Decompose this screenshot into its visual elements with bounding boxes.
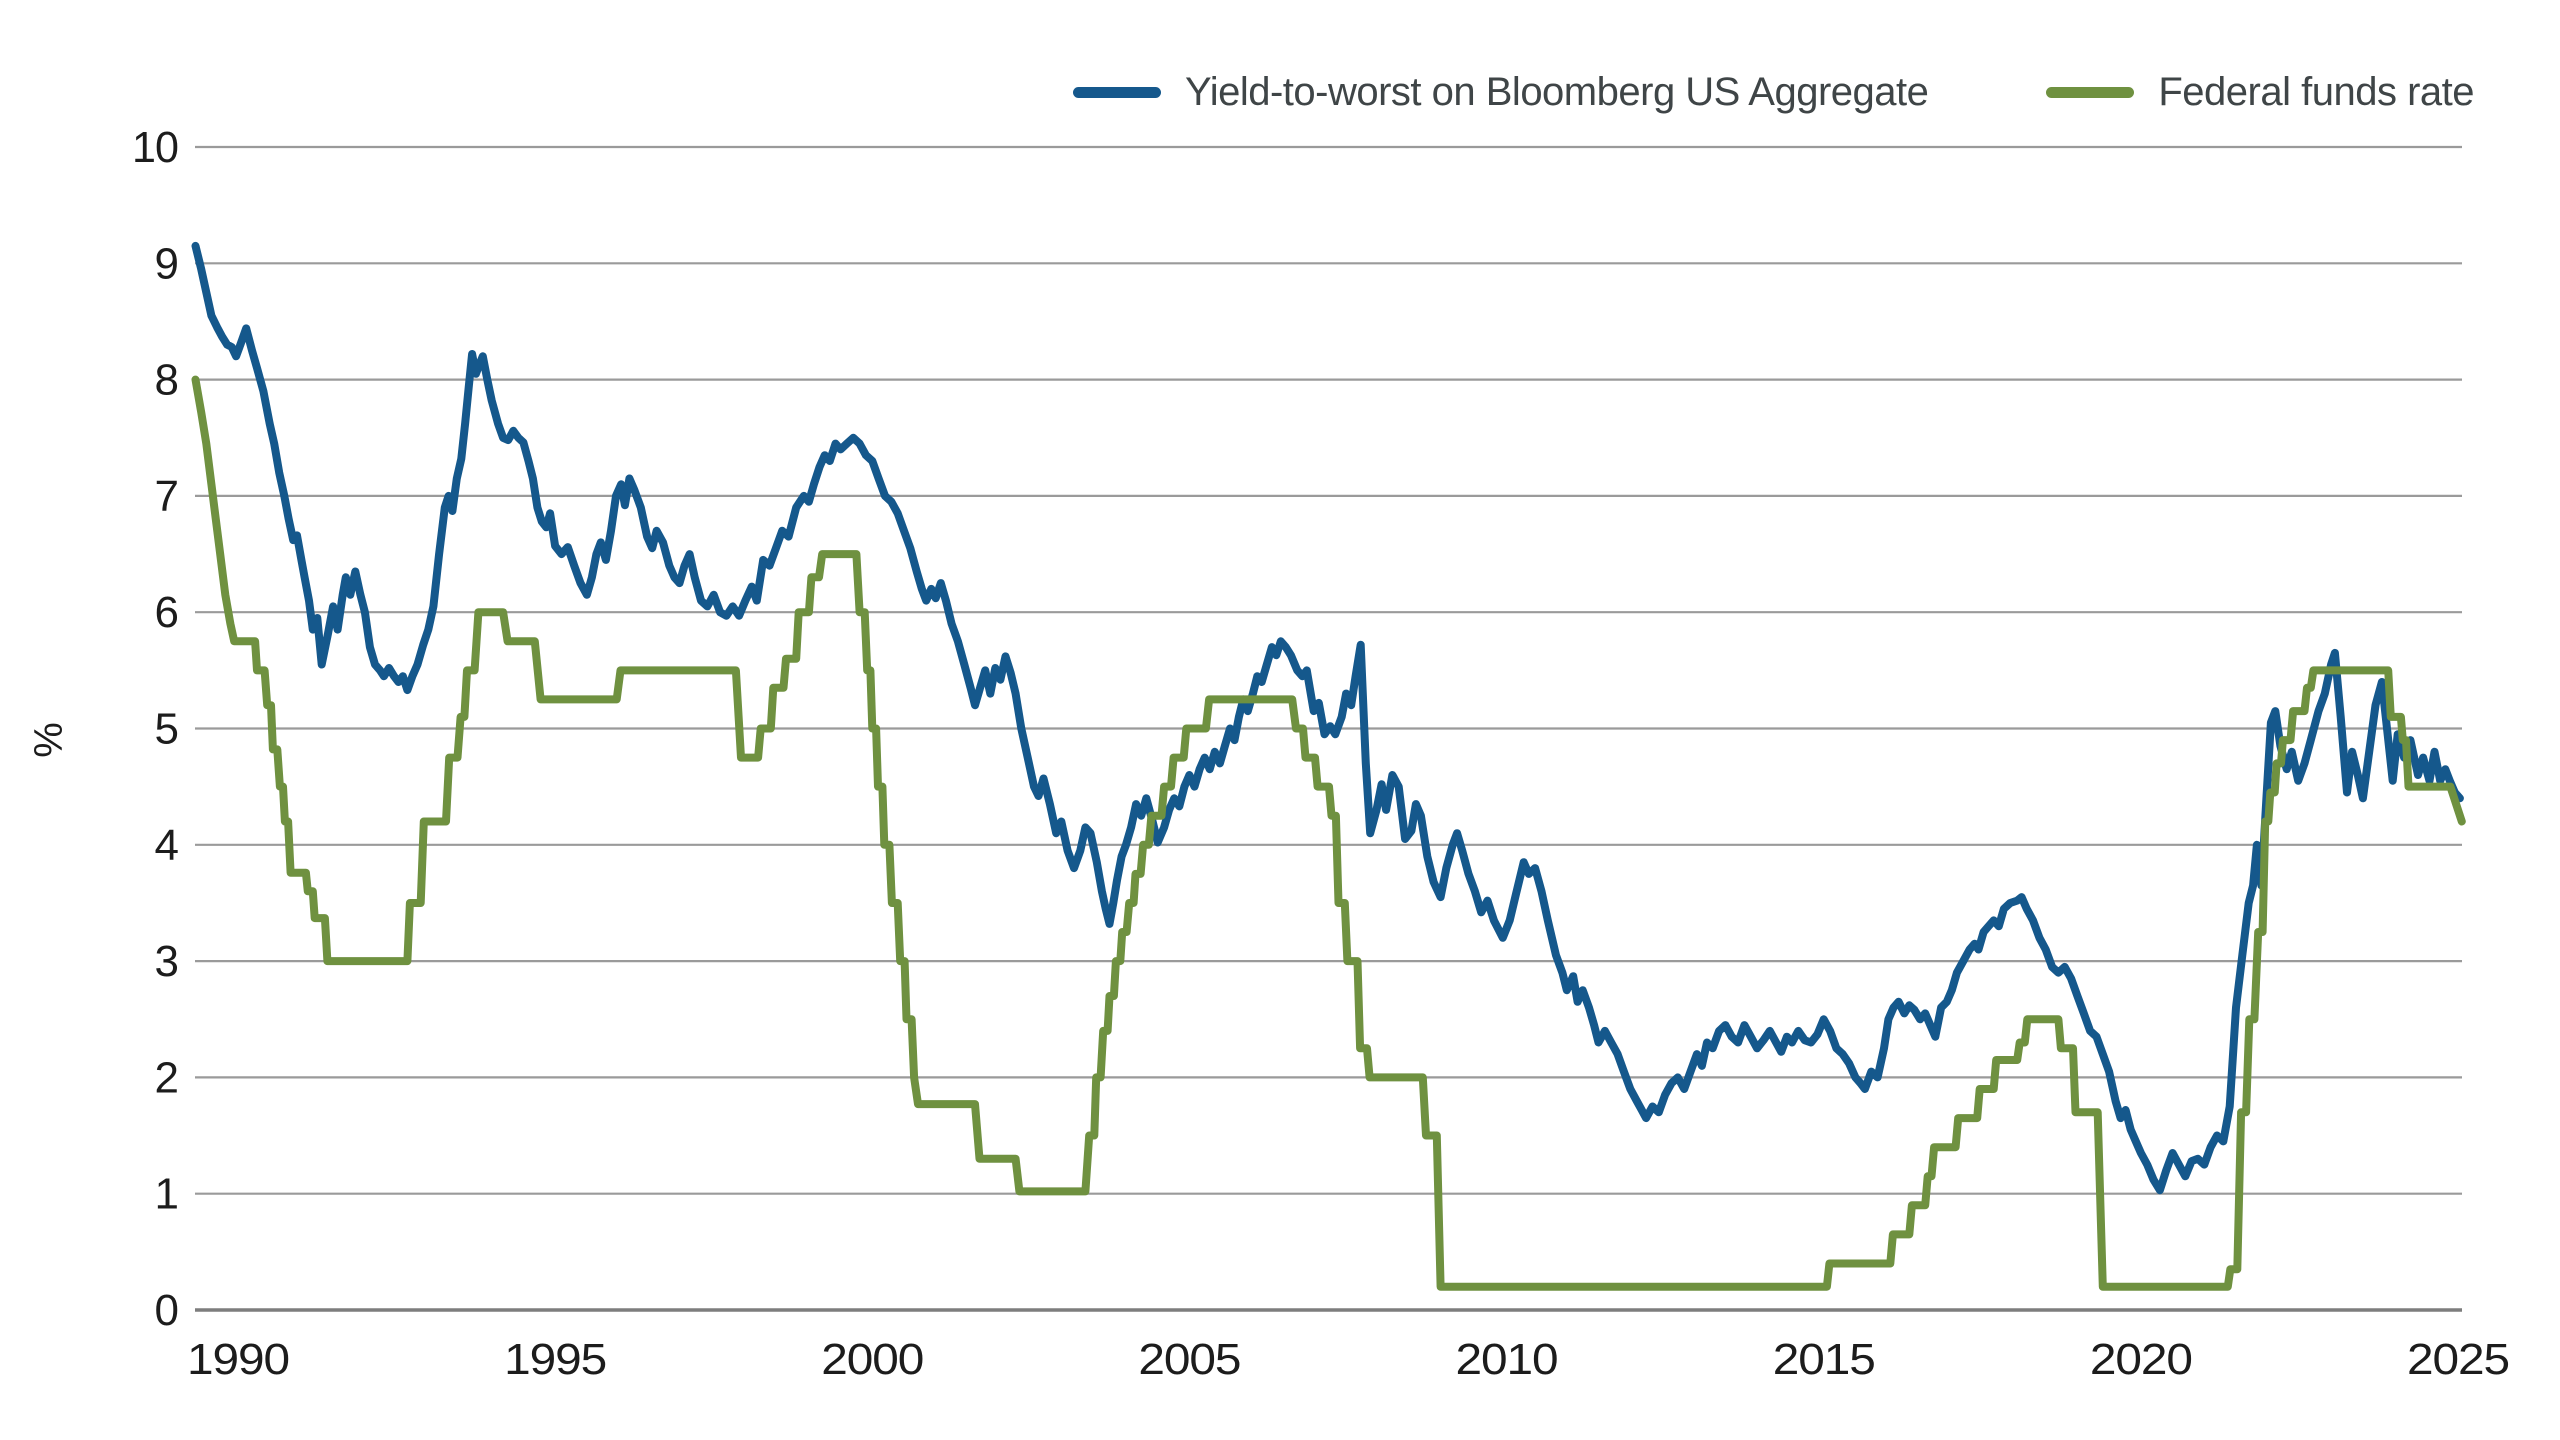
y-tick-label-1: 1 [155, 1170, 178, 1219]
x-tick-label-2015: 2015 [1773, 1335, 1875, 1384]
y-tick-label-7: 7 [155, 472, 178, 521]
y-tick-label-5: 5 [155, 705, 178, 754]
y-tick-label-6: 6 [155, 588, 178, 637]
legend-item-fed-funds: Federal funds rate [2046, 70, 2474, 115]
y-axis-label: % [27, 722, 71, 758]
x-tick-label-2025: 2025 [2407, 1335, 2509, 1384]
y-tick-label-3: 3 [155, 937, 178, 986]
series-line-yield-to-worst [191, 241, 2464, 1195]
y-tick-label-8: 8 [155, 356, 178, 405]
y-tick-label-2: 2 [155, 1053, 178, 1102]
series-line-fed-funds-rate [191, 375, 2466, 1291]
y-tick-label-9: 9 [155, 239, 178, 288]
y-tick-label-10: 10 [132, 123, 178, 172]
legend: Yield-to-worst on Bloomberg US Aggregate… [1073, 70, 2474, 115]
x-tick-label-2005: 2005 [1138, 1335, 1240, 1384]
x-tick-label-2000: 2000 [821, 1335, 923, 1384]
x-tick-label-2020: 2020 [2090, 1335, 2192, 1384]
legend-swatch-green-icon [2046, 87, 2135, 98]
legend-item-yield-to-worst: Yield-to-worst on Bloomberg US Aggregate [1073, 70, 1929, 115]
legend-swatch-blue-icon [1073, 87, 1161, 98]
legend-label-yield-to-worst: Yield-to-worst on Bloomberg US Aggregate [1185, 70, 1929, 114]
legend-label-fed-funds: Federal funds rate [2158, 70, 2474, 114]
x-tick-label-1995: 1995 [504, 1335, 606, 1384]
y-tick-label-4: 4 [155, 821, 179, 870]
x-tick-label-1990: 1990 [187, 1335, 289, 1384]
y-tick-label-0: 0 [155, 1286, 178, 1335]
x-tick-label-2010: 2010 [1456, 1335, 1558, 1384]
